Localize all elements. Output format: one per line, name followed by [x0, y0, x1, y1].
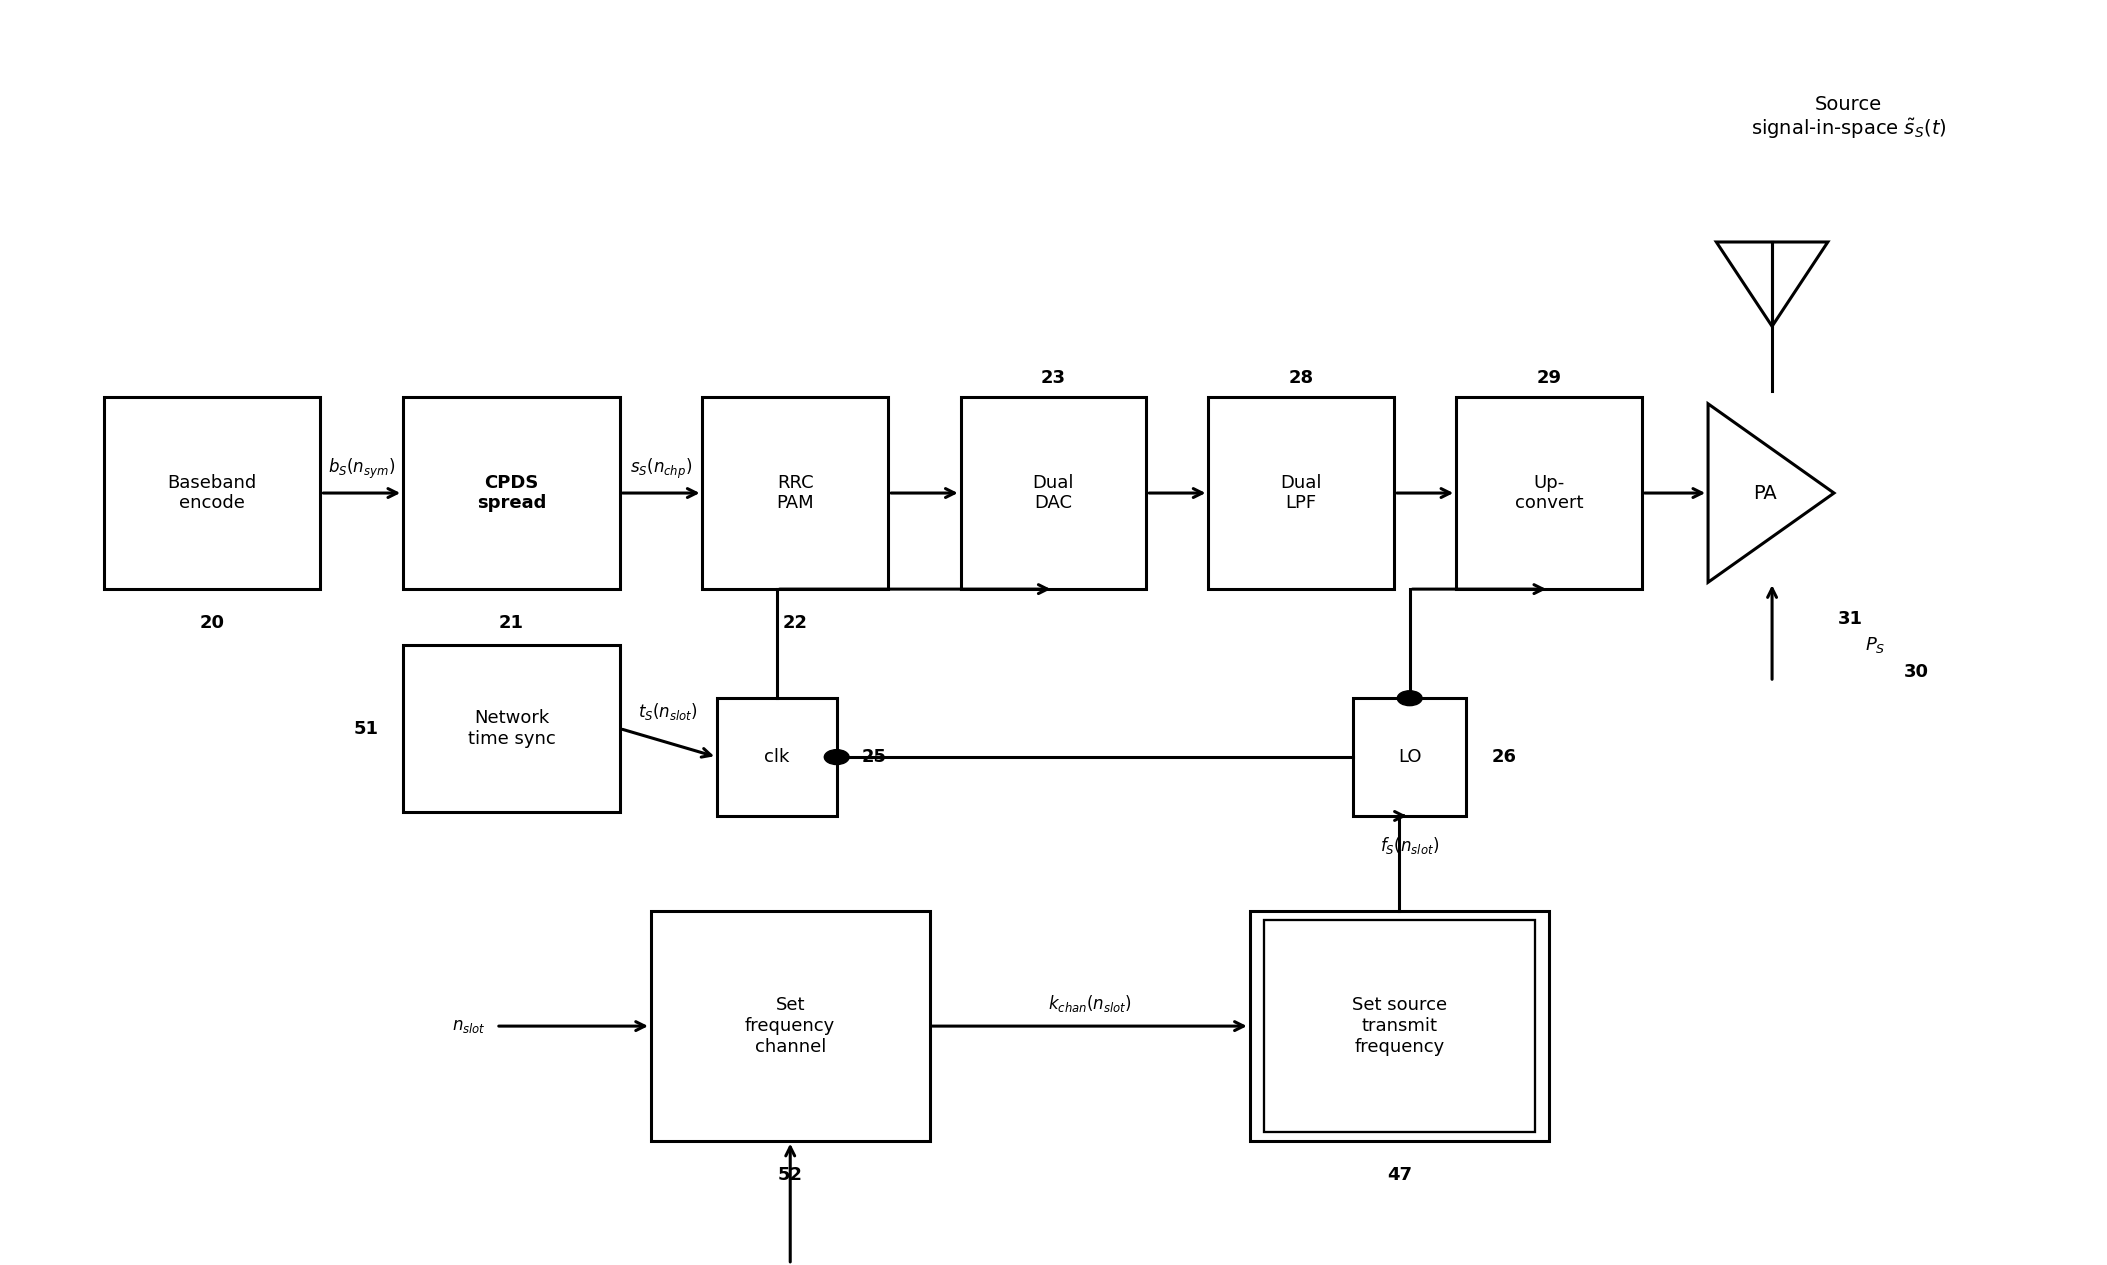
- FancyBboxPatch shape: [716, 698, 836, 816]
- Text: 21: 21: [499, 614, 525, 632]
- Text: 29: 29: [1536, 369, 1561, 387]
- FancyBboxPatch shape: [961, 397, 1146, 589]
- Text: Dual
DAC: Dual DAC: [1032, 473, 1075, 512]
- FancyBboxPatch shape: [103, 397, 320, 589]
- FancyBboxPatch shape: [402, 397, 619, 589]
- FancyBboxPatch shape: [1353, 698, 1466, 816]
- Text: Network
time sync: Network time sync: [468, 710, 556, 748]
- Text: Set
frequency
channel: Set frequency channel: [746, 997, 834, 1056]
- Text: $t_S(n_{slot})$: $t_S(n_{slot})$: [638, 701, 697, 722]
- Text: 30: 30: [1905, 663, 1930, 681]
- Text: 25: 25: [862, 748, 887, 767]
- Text: 23: 23: [1041, 369, 1066, 387]
- Text: CPDS
spread: CPDS spread: [476, 473, 546, 512]
- Text: Up-
convert: Up- convert: [1515, 473, 1582, 512]
- Text: clk: clk: [765, 748, 790, 767]
- FancyBboxPatch shape: [1249, 911, 1549, 1141]
- Text: $P_S$: $P_S$: [1865, 635, 1886, 655]
- Text: $f_S(n_{slot})$: $f_S(n_{slot})$: [1380, 835, 1439, 855]
- Text: $n_{slot}$: $n_{slot}$: [451, 1017, 485, 1035]
- Text: PA: PA: [1753, 483, 1776, 502]
- Text: 47: 47: [1386, 1165, 1412, 1184]
- FancyBboxPatch shape: [651, 911, 929, 1141]
- FancyBboxPatch shape: [1456, 397, 1641, 589]
- Text: 28: 28: [1289, 369, 1315, 387]
- Text: 20: 20: [200, 614, 225, 632]
- Text: Set source
transmit
frequency: Set source transmit frequency: [1353, 997, 1448, 1056]
- Text: 52: 52: [777, 1165, 803, 1184]
- Text: $s_S(n_{chp})$: $s_S(n_{chp})$: [630, 457, 693, 481]
- Text: 31: 31: [1837, 610, 1863, 627]
- Text: $k_{chan}(n_{slot})$: $k_{chan}(n_{slot})$: [1047, 993, 1131, 1013]
- Text: 26: 26: [1492, 748, 1517, 767]
- Text: 51: 51: [354, 720, 379, 737]
- FancyBboxPatch shape: [1207, 397, 1395, 589]
- Circle shape: [824, 750, 849, 764]
- Text: RRC
PAM: RRC PAM: [777, 473, 813, 512]
- Text: LO: LO: [1397, 748, 1422, 767]
- Circle shape: [1397, 691, 1422, 706]
- Text: Dual
LPF: Dual LPF: [1281, 473, 1321, 512]
- FancyBboxPatch shape: [702, 397, 889, 589]
- FancyBboxPatch shape: [402, 645, 619, 812]
- Text: Source
signal-in-space $\tilde{s}_S(t)$: Source signal-in-space $\tilde{s}_S(t)$: [1751, 95, 1947, 142]
- Text: 22: 22: [784, 614, 807, 632]
- Text: $b_S(n_{sym})$: $b_S(n_{sym})$: [329, 457, 396, 481]
- Text: Baseband
encode: Baseband encode: [166, 473, 257, 512]
